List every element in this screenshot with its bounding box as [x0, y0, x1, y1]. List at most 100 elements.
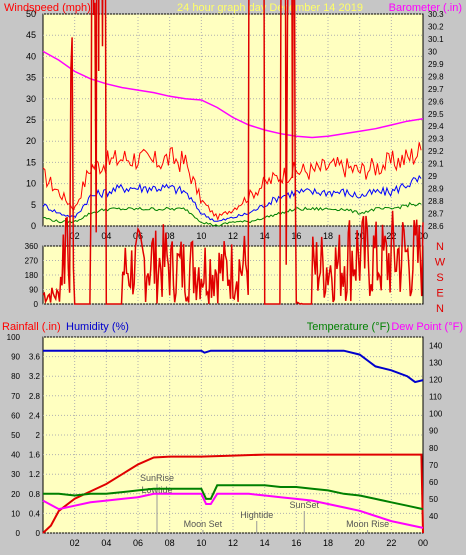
barometer-tick-label: 29.5	[428, 110, 444, 119]
graph-title: 24 hour graph day December 14 2019	[177, 2, 363, 14]
direction-letter: E	[436, 288, 443, 300]
temperature-tick-label: 50	[429, 495, 438, 504]
direction-letter: S	[436, 272, 443, 284]
direction-tick-label: 90	[29, 286, 38, 295]
wind-tick-label: 25	[26, 115, 36, 125]
x-tick-label: 02	[70, 538, 80, 548]
direction-tick-label: 0	[34, 300, 39, 309]
direction-series	[42, 0, 424, 305]
rainfall-tick-label: 3.6	[29, 353, 41, 362]
x-tick-label: 20	[355, 231, 365, 241]
wind-tick-label: 15	[26, 157, 36, 167]
dewpoint-axis-label: Dew Point (°F)	[391, 321, 463, 333]
barometer-tick-label: 29.1	[428, 160, 444, 169]
humidity-tick-label: 90	[11, 353, 20, 362]
humidity-ticks: 0 10 20 30 40 50 60 70 80 90 100	[7, 333, 21, 538]
wind-tick-label: 5	[31, 200, 36, 210]
temperature-tick-label: 80	[429, 444, 438, 453]
barometer-tick-label: 30	[428, 47, 437, 56]
x-tick-label: 02	[70, 231, 80, 241]
barometer-tick-label: 28.9	[428, 185, 444, 194]
temperature-axis-label: Temperature (°F)	[307, 321, 390, 333]
barometer-ticks: 28.6 28.7 28.8 28.9 29 29.1 29.2 29.3 29.4 29.5 29…	[428, 10, 444, 231]
x-tick-label: 12	[228, 538, 238, 548]
barometer-tick-label: 30.3	[428, 10, 444, 19]
direction-line	[42, 0, 424, 305]
annotation-label: SunRise	[140, 473, 174, 483]
rainfall-tick-label: 1.6	[29, 451, 41, 460]
wind-tick-label: 20	[26, 136, 36, 146]
x-tick-label: 18	[323, 231, 333, 241]
humidity-tick-label: 50	[11, 431, 20, 440]
barometer-tick-label: 30.2	[428, 22, 444, 31]
barometer-tick-label: 29.7	[428, 85, 444, 94]
rainfall-tick-label: 2.4	[29, 411, 41, 420]
direction-ticks: 0 90 180 270 360	[25, 242, 39, 309]
x-tick-label: 12	[228, 231, 238, 241]
annotation-label: Lowtide	[141, 485, 172, 495]
rainfall-ticks: 0 0.4 0.8 1.2 1.6 2 2.4 2.8 3.2 3.6	[29, 353, 41, 538]
x-tick-label: 04	[101, 538, 111, 548]
temperature-tick-label: 140	[429, 342, 443, 351]
direction-tick-label: 180	[25, 271, 39, 280]
x-tick-label: 08	[165, 231, 175, 241]
barometer-tick-label: 29.8	[428, 72, 444, 81]
annotation-label: Moon Set	[184, 519, 223, 529]
x-tick-label: 06	[133, 231, 143, 241]
x-tick-label: 20	[355, 538, 365, 548]
x-tick-label: 18	[323, 538, 333, 548]
temperature-tick-label: 60	[429, 478, 438, 487]
barometer-tick-label: 28.7	[428, 210, 444, 219]
x-tick-label: 10	[196, 231, 206, 241]
barometer-tick-label: 29.6	[428, 97, 444, 106]
direction-letter: W	[435, 257, 446, 269]
barometer-tick-label: 29	[428, 172, 437, 181]
x-tick-label: 16	[291, 538, 301, 548]
dewpoint-line	[42, 492, 424, 529]
barometer-tick-label: 28.6	[428, 222, 444, 231]
climate-x-ticks: 02 04 06 08 10 12 14 16 18 20 22 00	[70, 538, 428, 548]
rainfall-tick-label: 3.2	[29, 372, 41, 381]
annotation-label: SunSet	[289, 500, 319, 510]
humidity-line	[43, 349, 424, 384]
barometer-tick-label: 29.9	[428, 60, 444, 69]
humidity-tick-label: 30	[11, 470, 20, 479]
x-tick-label: 22	[386, 538, 396, 548]
barometer-tick-label: 29.3	[428, 135, 444, 144]
humidity-tick-label: 20	[11, 490, 20, 499]
humidity-tick-label: 10	[11, 509, 20, 518]
rainfall-axis-label: Rainfall (.in)	[2, 321, 61, 333]
temperature-tick-label: 120	[429, 376, 443, 385]
x-tick-label: 08	[165, 538, 175, 548]
wind-tick-label: 40	[26, 51, 36, 61]
rainfall-line	[42, 453, 424, 534]
humidity-tick-label: 60	[11, 411, 20, 420]
direction-letter: N	[436, 303, 444, 315]
annotation-label: Hightide	[240, 510, 273, 520]
barometer-tick-label: 29.4	[428, 122, 444, 131]
wind-tick-label: 0	[31, 221, 36, 231]
temperature-tick-label: 130	[429, 359, 443, 368]
wind-tick-label: 35	[26, 73, 36, 83]
annotation-label: Moon Rise	[346, 519, 389, 529]
temperature-line	[43, 484, 424, 511]
humidity-tick-label: 80	[11, 372, 20, 381]
wind-tick-label: 50	[26, 9, 36, 19]
direction-tick-label: 270	[25, 257, 39, 266]
humidity-tick-label: 100	[7, 333, 21, 342]
temperature-tick-label: 90	[429, 427, 438, 436]
humidity-tick-label: 40	[11, 451, 20, 460]
barometer-tick-label: 29.2	[428, 147, 444, 156]
wind-tick-label: 10	[26, 179, 36, 189]
x-tick-label: 00	[418, 538, 428, 548]
wind-tick-label: 30	[26, 94, 36, 104]
wind-tick-label: 45	[26, 30, 36, 40]
barometer-tick-label: 28.8	[428, 197, 444, 206]
rainfall-tick-label: 1.2	[29, 470, 41, 479]
humidity-tick-label: 0	[16, 529, 21, 538]
humidity-axis-label: Humidity (%)	[66, 321, 129, 333]
barometer-axis-label: Barometer (.in)	[389, 2, 462, 14]
climate-annotations: SunRise Lowtide Moon Set Hightide SunSet Moon…	[140, 473, 389, 533]
